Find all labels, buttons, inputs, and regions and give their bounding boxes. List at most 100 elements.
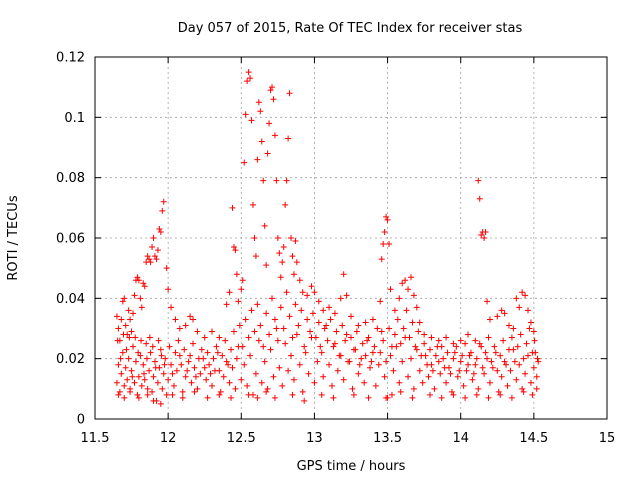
data-point <box>150 235 157 241</box>
data-point <box>296 277 303 284</box>
data-point <box>156 225 163 232</box>
y-tick-label: 0.08 <box>56 171 85 186</box>
data-point <box>516 361 523 368</box>
data-point <box>230 244 237 251</box>
y-axis: 0 0.02 0.04 0.06 0.08 0.1 0.12 <box>56 51 607 428</box>
data-point <box>225 361 232 368</box>
data-point <box>280 244 287 251</box>
data-point <box>520 355 527 362</box>
x-tick-label: 12.5 <box>227 431 256 446</box>
data-point <box>286 90 293 97</box>
x-tick-label: 11.5 <box>81 431 110 446</box>
data-point <box>359 340 366 347</box>
data-point <box>508 334 515 341</box>
data-point <box>119 298 126 305</box>
data-point <box>469 376 476 383</box>
data-point <box>155 337 162 344</box>
y-tick-label: 0.02 <box>56 352 85 367</box>
data-point <box>505 322 512 329</box>
data-point <box>324 337 331 344</box>
data-point <box>419 379 426 386</box>
data-point <box>424 361 431 368</box>
data-point <box>147 259 154 266</box>
data-point <box>494 367 501 374</box>
data-point <box>299 289 306 296</box>
data-point <box>245 391 252 398</box>
data-point <box>485 394 492 401</box>
data-point <box>364 337 371 344</box>
data-point <box>140 361 147 368</box>
data-point <box>260 343 267 350</box>
data-point <box>326 304 333 311</box>
data-point <box>435 337 442 344</box>
data-point <box>323 322 330 329</box>
data-point <box>128 328 135 335</box>
data-point <box>289 391 296 398</box>
data-point <box>254 394 261 401</box>
data-point <box>141 370 148 377</box>
data-point <box>209 328 216 335</box>
data-point <box>191 364 198 371</box>
data-point <box>245 334 252 341</box>
data-point <box>271 132 278 139</box>
data-point <box>134 391 141 398</box>
data-point <box>219 352 226 359</box>
data-point <box>113 379 120 386</box>
data-point <box>361 379 368 386</box>
data-point <box>429 367 436 374</box>
data-point <box>356 361 363 368</box>
data-point <box>232 385 239 392</box>
data-point <box>147 349 154 356</box>
data-point <box>276 364 283 371</box>
data-point <box>328 382 335 389</box>
data-point <box>484 298 491 305</box>
data-point <box>242 316 249 323</box>
data-point <box>519 289 526 296</box>
data-point <box>330 394 337 401</box>
data-point <box>151 253 158 260</box>
data-point <box>315 319 322 326</box>
data-point <box>289 253 296 260</box>
data-point <box>245 69 252 76</box>
data-point <box>482 228 489 235</box>
data-point <box>380 337 387 344</box>
data-point <box>396 379 403 386</box>
data-point <box>216 334 223 341</box>
data-point <box>154 247 161 254</box>
data-point <box>127 388 134 395</box>
data-point <box>530 364 537 371</box>
data-point <box>516 304 523 311</box>
data-point <box>350 346 357 353</box>
data-point <box>257 322 264 329</box>
data-point <box>443 379 450 386</box>
data-point <box>286 313 293 320</box>
data-point <box>128 367 135 374</box>
data-point <box>276 250 283 257</box>
data-point <box>437 370 444 377</box>
data-point <box>358 355 365 362</box>
data-point <box>260 177 267 184</box>
data-point <box>501 310 508 317</box>
data-point <box>122 364 129 371</box>
data-point <box>290 271 297 278</box>
data-point <box>397 340 404 347</box>
data-point <box>173 367 180 374</box>
data-point <box>114 337 121 344</box>
data-point <box>475 177 482 184</box>
data-point <box>476 340 483 347</box>
data-point <box>372 382 379 389</box>
data-point <box>191 388 198 395</box>
data-point <box>529 349 536 356</box>
data-point <box>377 298 384 305</box>
y-tick-label: 0 <box>77 413 85 428</box>
data-point <box>426 346 433 353</box>
data-point <box>255 99 262 106</box>
data-point <box>138 337 145 344</box>
data-point <box>350 391 357 398</box>
data-point <box>402 277 409 284</box>
data-point <box>226 289 233 296</box>
data-point <box>301 343 308 350</box>
data-point <box>410 385 417 392</box>
y-tick-label: 0.1 <box>64 111 85 126</box>
